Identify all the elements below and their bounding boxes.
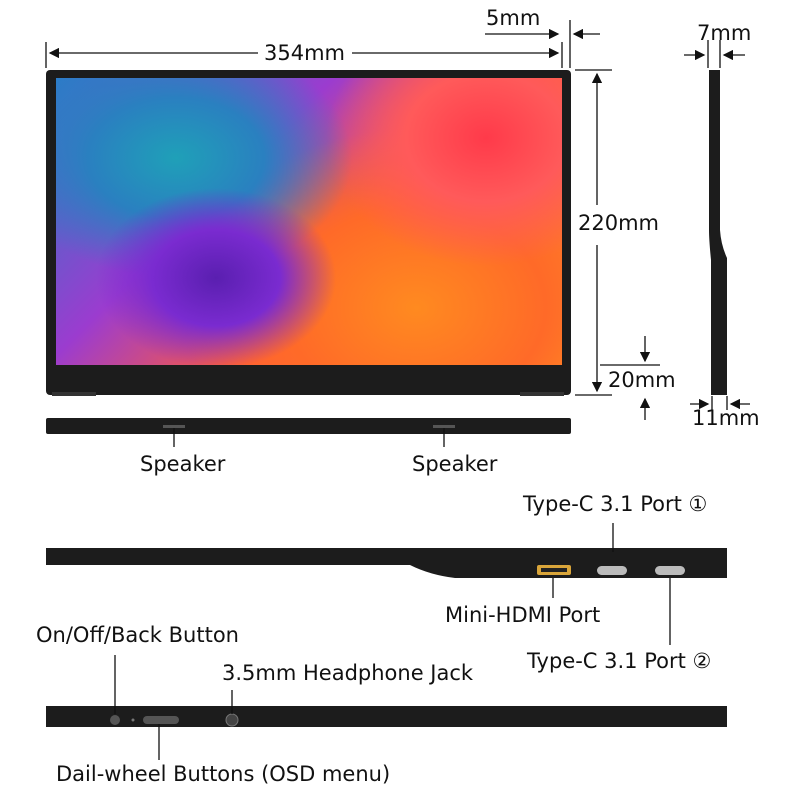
headphone-jack-label: 3.5mm Headphone Jack — [222, 661, 474, 685]
typec-port-1-label: Type-C 3.1 Port ① — [523, 492, 708, 516]
thickness-top-label: 7mm — [697, 21, 752, 45]
width-dimension-line — [45, 20, 750, 420]
screen-display — [56, 78, 562, 365]
speaker-right-label: Speaker — [412, 452, 498, 476]
typec-port-2-icon — [655, 566, 685, 575]
monitor-controls-side — [46, 706, 727, 727]
bezel-side-label: 5mm — [486, 6, 541, 30]
typec-port-2-label: Type-C 3.1 Port ② — [527, 649, 712, 673]
typec-port-1-icon — [597, 566, 627, 575]
bottom-bezel-label: 20mm — [608, 368, 676, 392]
speaker-left-label: Speaker — [140, 452, 226, 476]
dial-wheel-icon — [143, 716, 179, 724]
monitor-side-profile — [709, 70, 727, 395]
thickness-bottom-label: 11mm — [692, 406, 760, 430]
width-label: 354mm — [264, 41, 345, 65]
power-button-icon — [110, 715, 120, 725]
monitor-bottom-view — [46, 418, 571, 434]
power-button-label: On/Off/Back Button — [36, 623, 239, 647]
height-label: 220mm — [578, 211, 659, 235]
dial-wheel-label: Dail-wheel Buttons (OSD menu) — [56, 762, 391, 786]
mini-hdmi-label: Mini-HDMI Port — [445, 603, 601, 627]
headphone-jack-icon — [225, 713, 239, 727]
